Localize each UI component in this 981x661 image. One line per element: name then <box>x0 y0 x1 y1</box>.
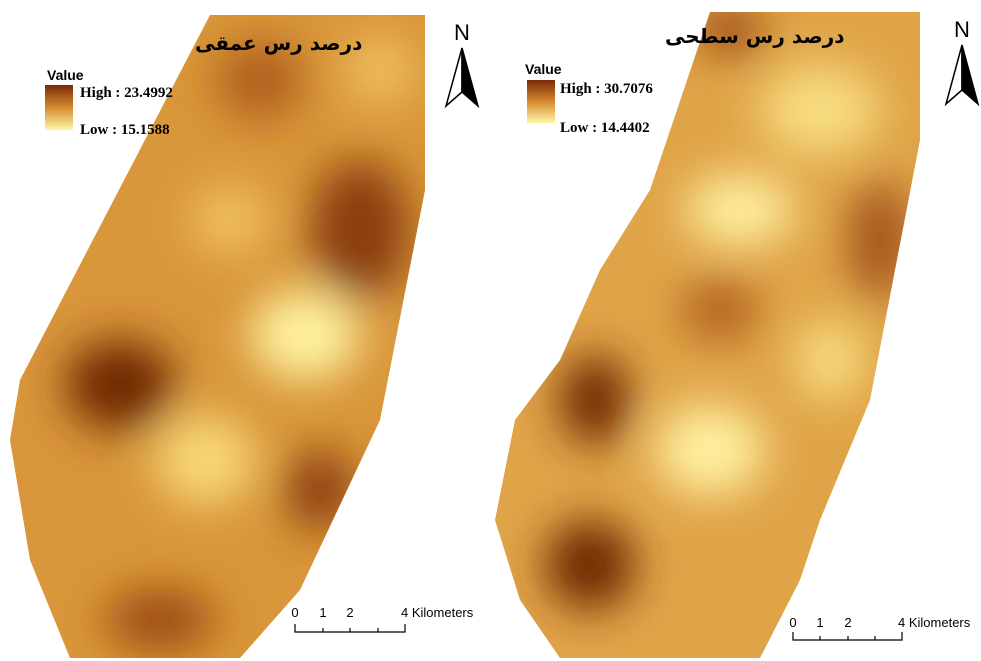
legend-low: Low : 15.1588 <box>80 122 170 138</box>
legend-heading: Value <box>525 61 562 77</box>
legend-high: High : 23.4992 <box>80 85 173 101</box>
map-title: درصد رس عمقی <box>195 31 362 55</box>
map-surface <box>0 0 490 661</box>
map-surface <box>490 0 981 661</box>
north-arrow: N <box>946 17 978 104</box>
north-label: N <box>454 20 470 45</box>
legend-ramp <box>527 80 555 123</box>
scale-label: 4 Kilometers <box>401 605 474 620</box>
north-label: N <box>954 17 970 42</box>
scale-label: 1 <box>816 615 823 630</box>
legend-heading: Value <box>47 67 84 83</box>
maps: درصد رس عمقی Value High : 23.4992 Low : … <box>0 0 981 661</box>
scale-label: 2 <box>844 615 851 630</box>
scale-label: 0 <box>789 615 796 630</box>
page: درصد رس عمقی Value High : 23.4992 Low : … <box>0 0 981 661</box>
scale-label: 1 <box>319 605 326 620</box>
scale-label: 0 <box>291 605 298 620</box>
scale-label: 4 Kilometers <box>898 615 971 630</box>
scale-bar: 0 1 2 4 Kilometers <box>789 615 970 640</box>
scale-label: 2 <box>346 605 353 620</box>
scale-bar: 0 1 2 4 Kilometers <box>291 605 473 632</box>
legend-low: Low : 14.4402 <box>560 120 650 136</box>
legend-ramp <box>45 85 73 130</box>
map-title: درصد رس سطحی <box>665 24 845 48</box>
north-arrow: N <box>446 20 478 106</box>
legend-high: High : 30.7076 <box>560 81 653 97</box>
